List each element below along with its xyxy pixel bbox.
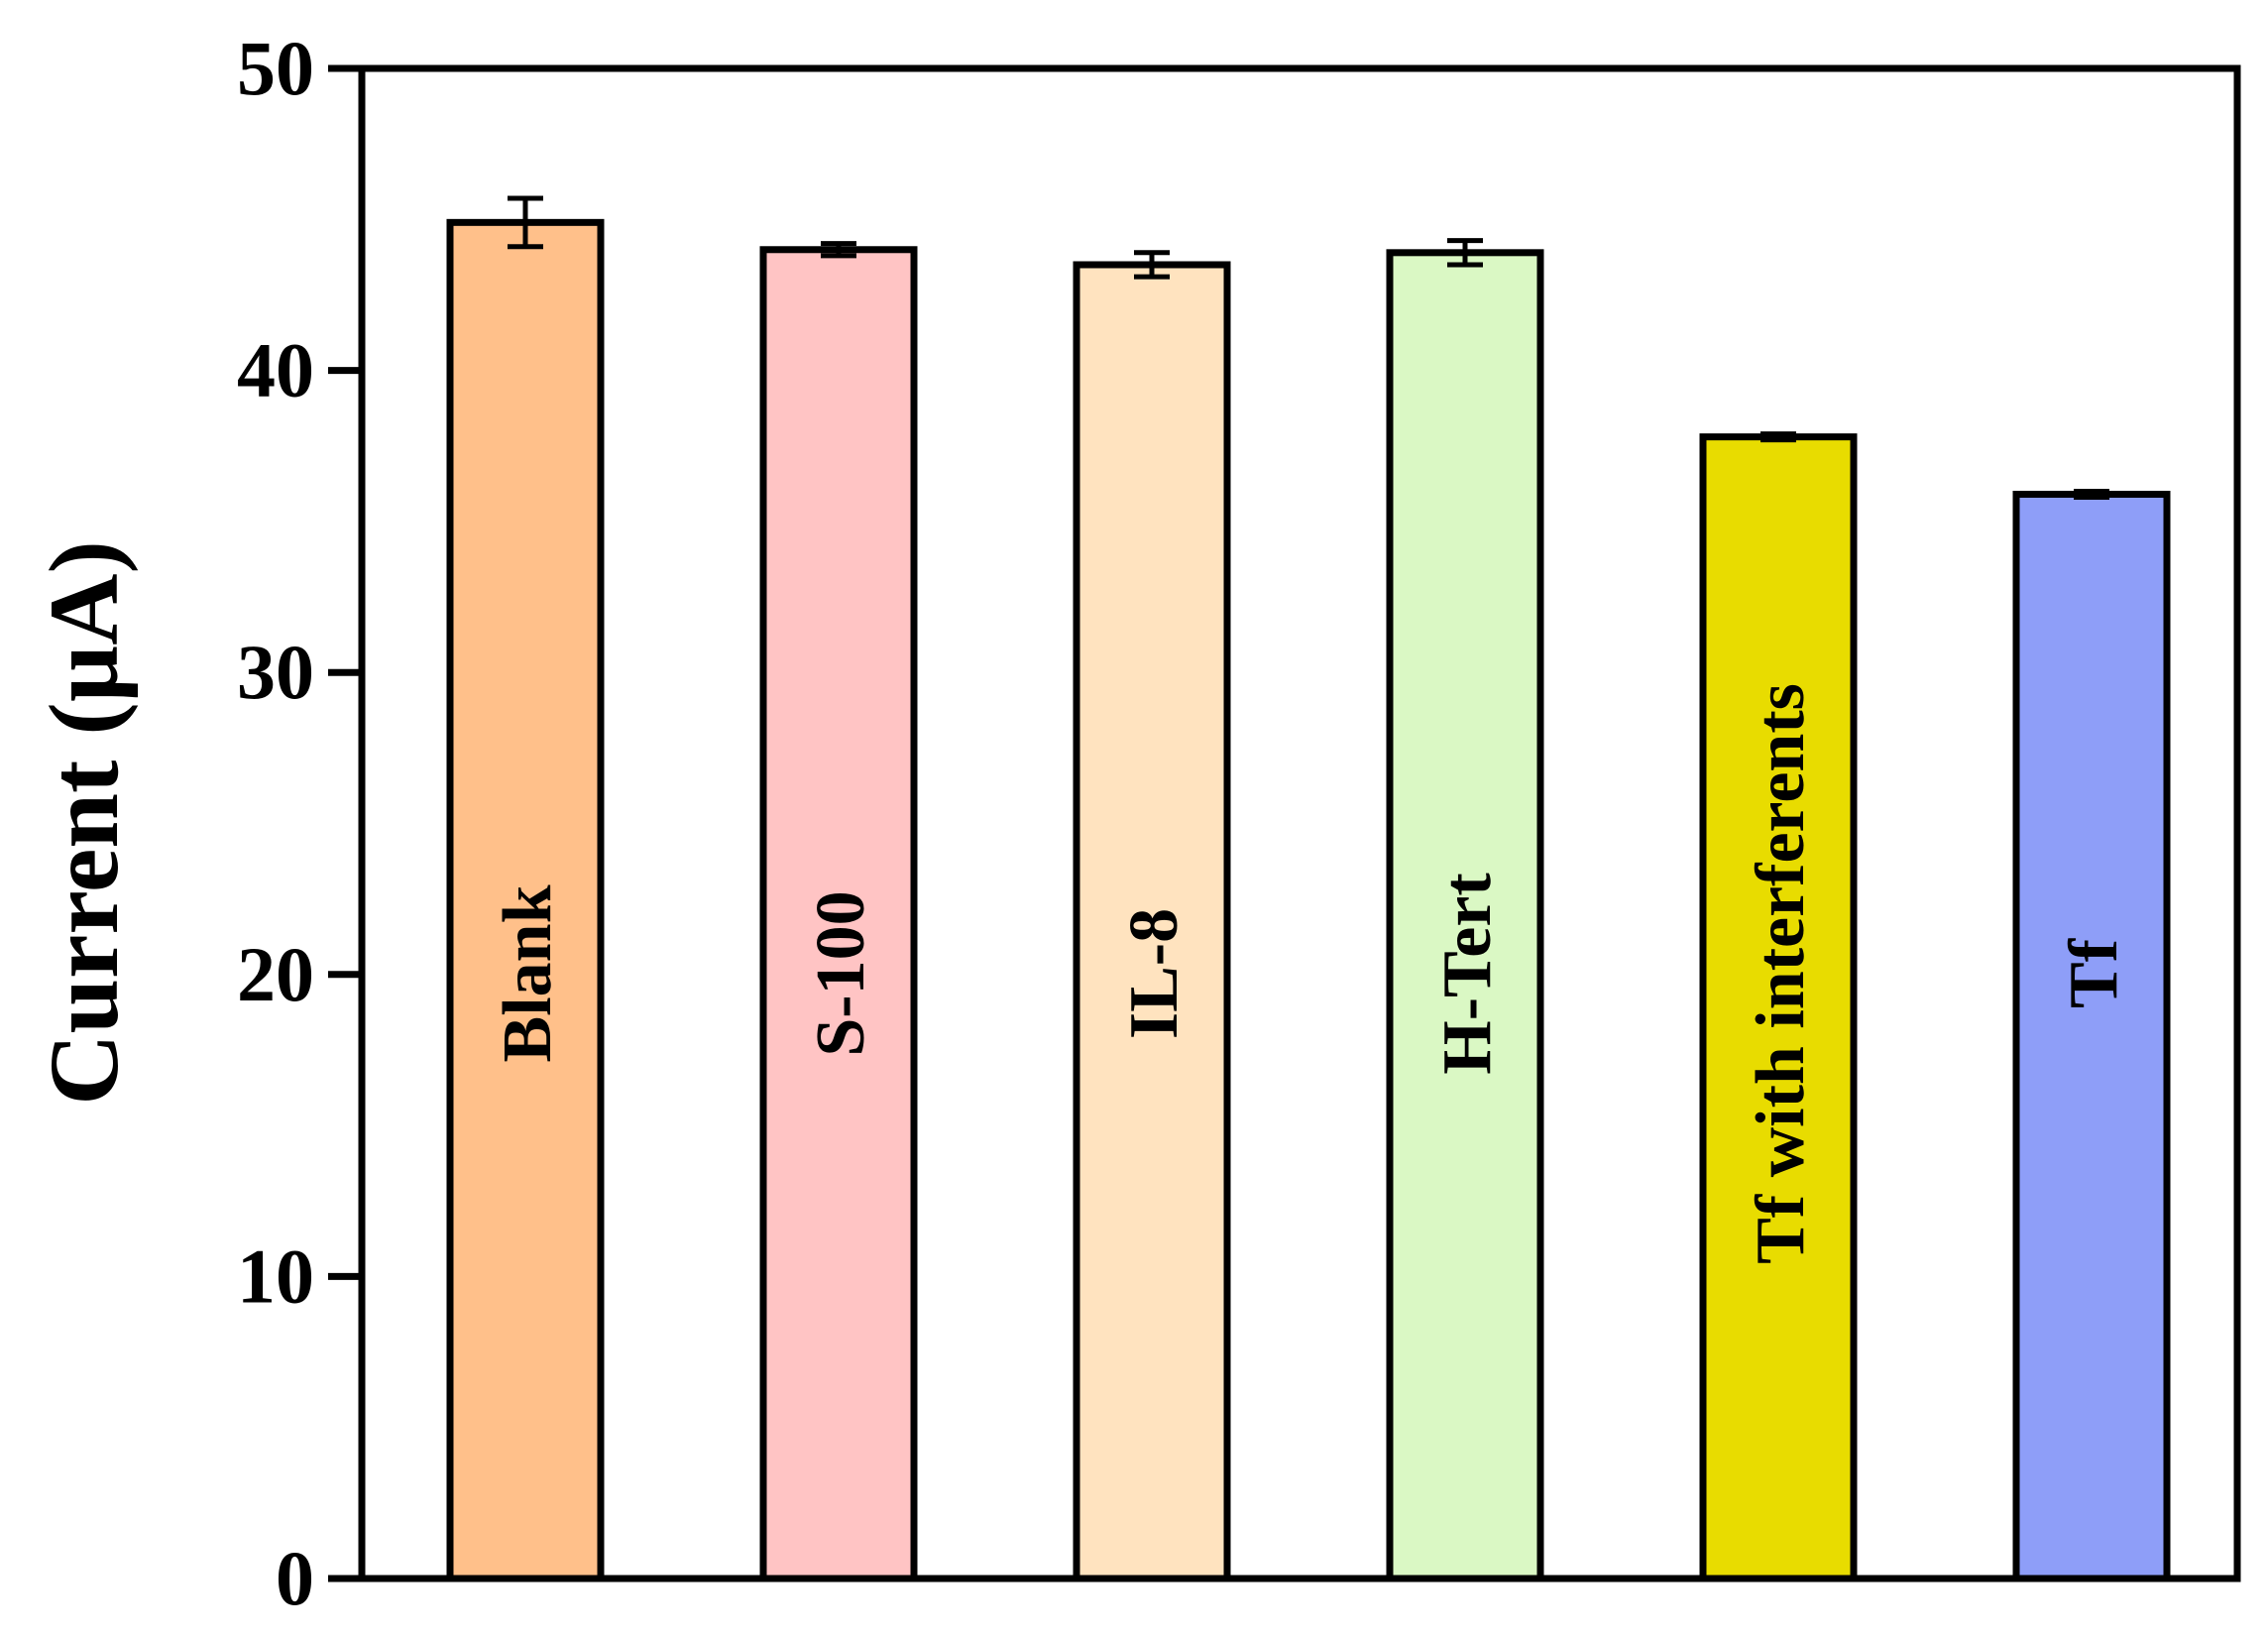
- bars-group: Blank S-100 IL-8 H-Tert Tf with interferents…: [446, 195, 2171, 1582]
- bar: [446, 218, 605, 1582]
- error-bar: [2074, 488, 2109, 501]
- bar: [1699, 433, 1858, 1582]
- bar-category-label: Tf: [2056, 938, 2132, 1008]
- bar-category-label: Blank: [490, 884, 566, 1062]
- bar: [759, 246, 918, 1582]
- bar-category-label: Tf with interferents: [1743, 683, 1819, 1264]
- error-bar: [508, 195, 543, 250]
- y-tick-label: 40: [237, 327, 314, 413]
- plot-frame: [358, 64, 2241, 1582]
- y-axis: 0 10 20 30 40 50: [237, 25, 362, 1621]
- error-bar: [1760, 431, 1796, 443]
- bar-category-label: S-100: [803, 890, 879, 1056]
- error-bar: [1134, 250, 1170, 280]
- error-bar: [1447, 238, 1483, 268]
- error-bar: [821, 241, 856, 259]
- bar: [1386, 249, 1544, 1582]
- y-tick-label: 0: [276, 1535, 314, 1621]
- y-tick-label: 50: [237, 25, 314, 111]
- y-tick-label: 30: [237, 629, 314, 715]
- y-axis-label: Current (µA): [29, 540, 139, 1106]
- y-tick-label: 10: [237, 1232, 314, 1319]
- bar: [2012, 490, 2171, 1582]
- y-tick-label: 20: [237, 931, 314, 1017]
- bar-category-label: IL-8: [1116, 908, 1192, 1039]
- bar-category-label: H-Tert: [1429, 873, 1506, 1074]
